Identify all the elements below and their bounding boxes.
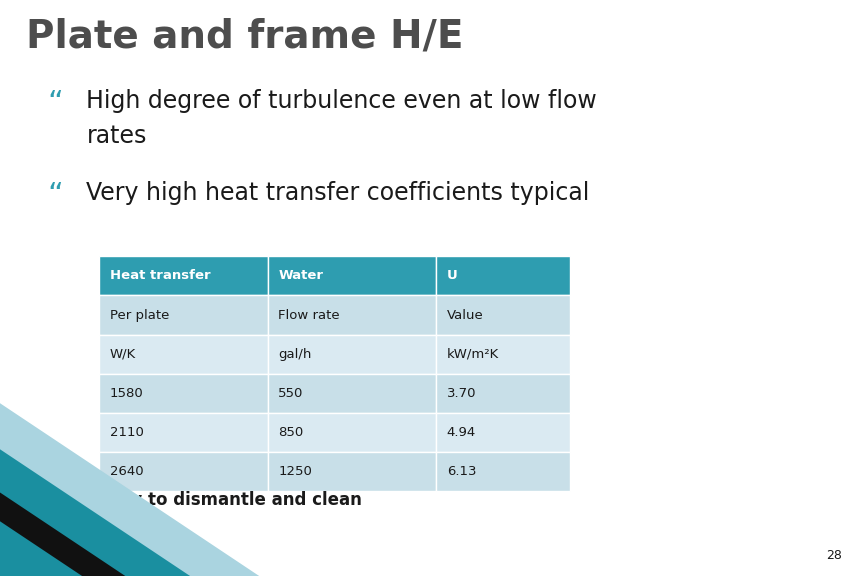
Bar — [99, 452, 268, 491]
Bar — [268, 452, 436, 491]
Bar — [99, 413, 268, 452]
Text: 4.94: 4.94 — [447, 426, 476, 439]
Text: U: U — [447, 270, 457, 282]
Text: Flow rate: Flow rate — [278, 309, 340, 321]
Bar — [268, 374, 436, 413]
Bar — [436, 452, 570, 491]
Text: Value: Value — [447, 309, 484, 321]
Text: “: “ — [48, 89, 63, 118]
Text: 2110: 2110 — [110, 426, 143, 439]
Text: Very high heat transfer coefficients typical: Very high heat transfer coefficients typ… — [86, 181, 590, 206]
Text: Heat transfer: Heat transfer — [110, 270, 210, 282]
Bar — [268, 256, 436, 295]
Text: High degree of turbulence even at low flow: High degree of turbulence even at low fl… — [86, 89, 597, 113]
Text: Easy to dismantle and clean: Easy to dismantle and clean — [99, 491, 362, 509]
Bar — [268, 295, 436, 335]
Text: kW/m²K: kW/m²K — [447, 348, 499, 361]
Bar — [99, 374, 268, 413]
Text: 1580: 1580 — [110, 387, 143, 400]
Bar — [99, 256, 268, 295]
Text: Water: Water — [278, 270, 323, 282]
Text: 28: 28 — [827, 548, 842, 562]
Text: Plate and frame H/E: Plate and frame H/E — [26, 17, 463, 55]
Bar — [436, 335, 570, 374]
Bar — [99, 335, 268, 374]
Text: 850: 850 — [278, 426, 303, 439]
Text: 6.13: 6.13 — [447, 465, 476, 478]
Polygon shape — [0, 492, 125, 576]
Polygon shape — [0, 403, 259, 576]
Bar — [436, 413, 570, 452]
Text: “: “ — [48, 181, 63, 210]
Bar — [99, 295, 268, 335]
Text: 3.70: 3.70 — [447, 387, 476, 400]
Bar — [436, 374, 570, 413]
Text: W/K: W/K — [110, 348, 136, 361]
Text: 550: 550 — [278, 387, 303, 400]
Polygon shape — [0, 449, 190, 576]
Bar — [436, 295, 570, 335]
Bar — [268, 335, 436, 374]
Text: Per plate: Per plate — [110, 309, 169, 321]
Text: 2640: 2640 — [110, 465, 143, 478]
Bar — [436, 256, 570, 295]
Text: rates: rates — [86, 124, 147, 148]
Text: 1250: 1250 — [278, 465, 312, 478]
Bar — [268, 413, 436, 452]
Text: gal/h: gal/h — [278, 348, 312, 361]
